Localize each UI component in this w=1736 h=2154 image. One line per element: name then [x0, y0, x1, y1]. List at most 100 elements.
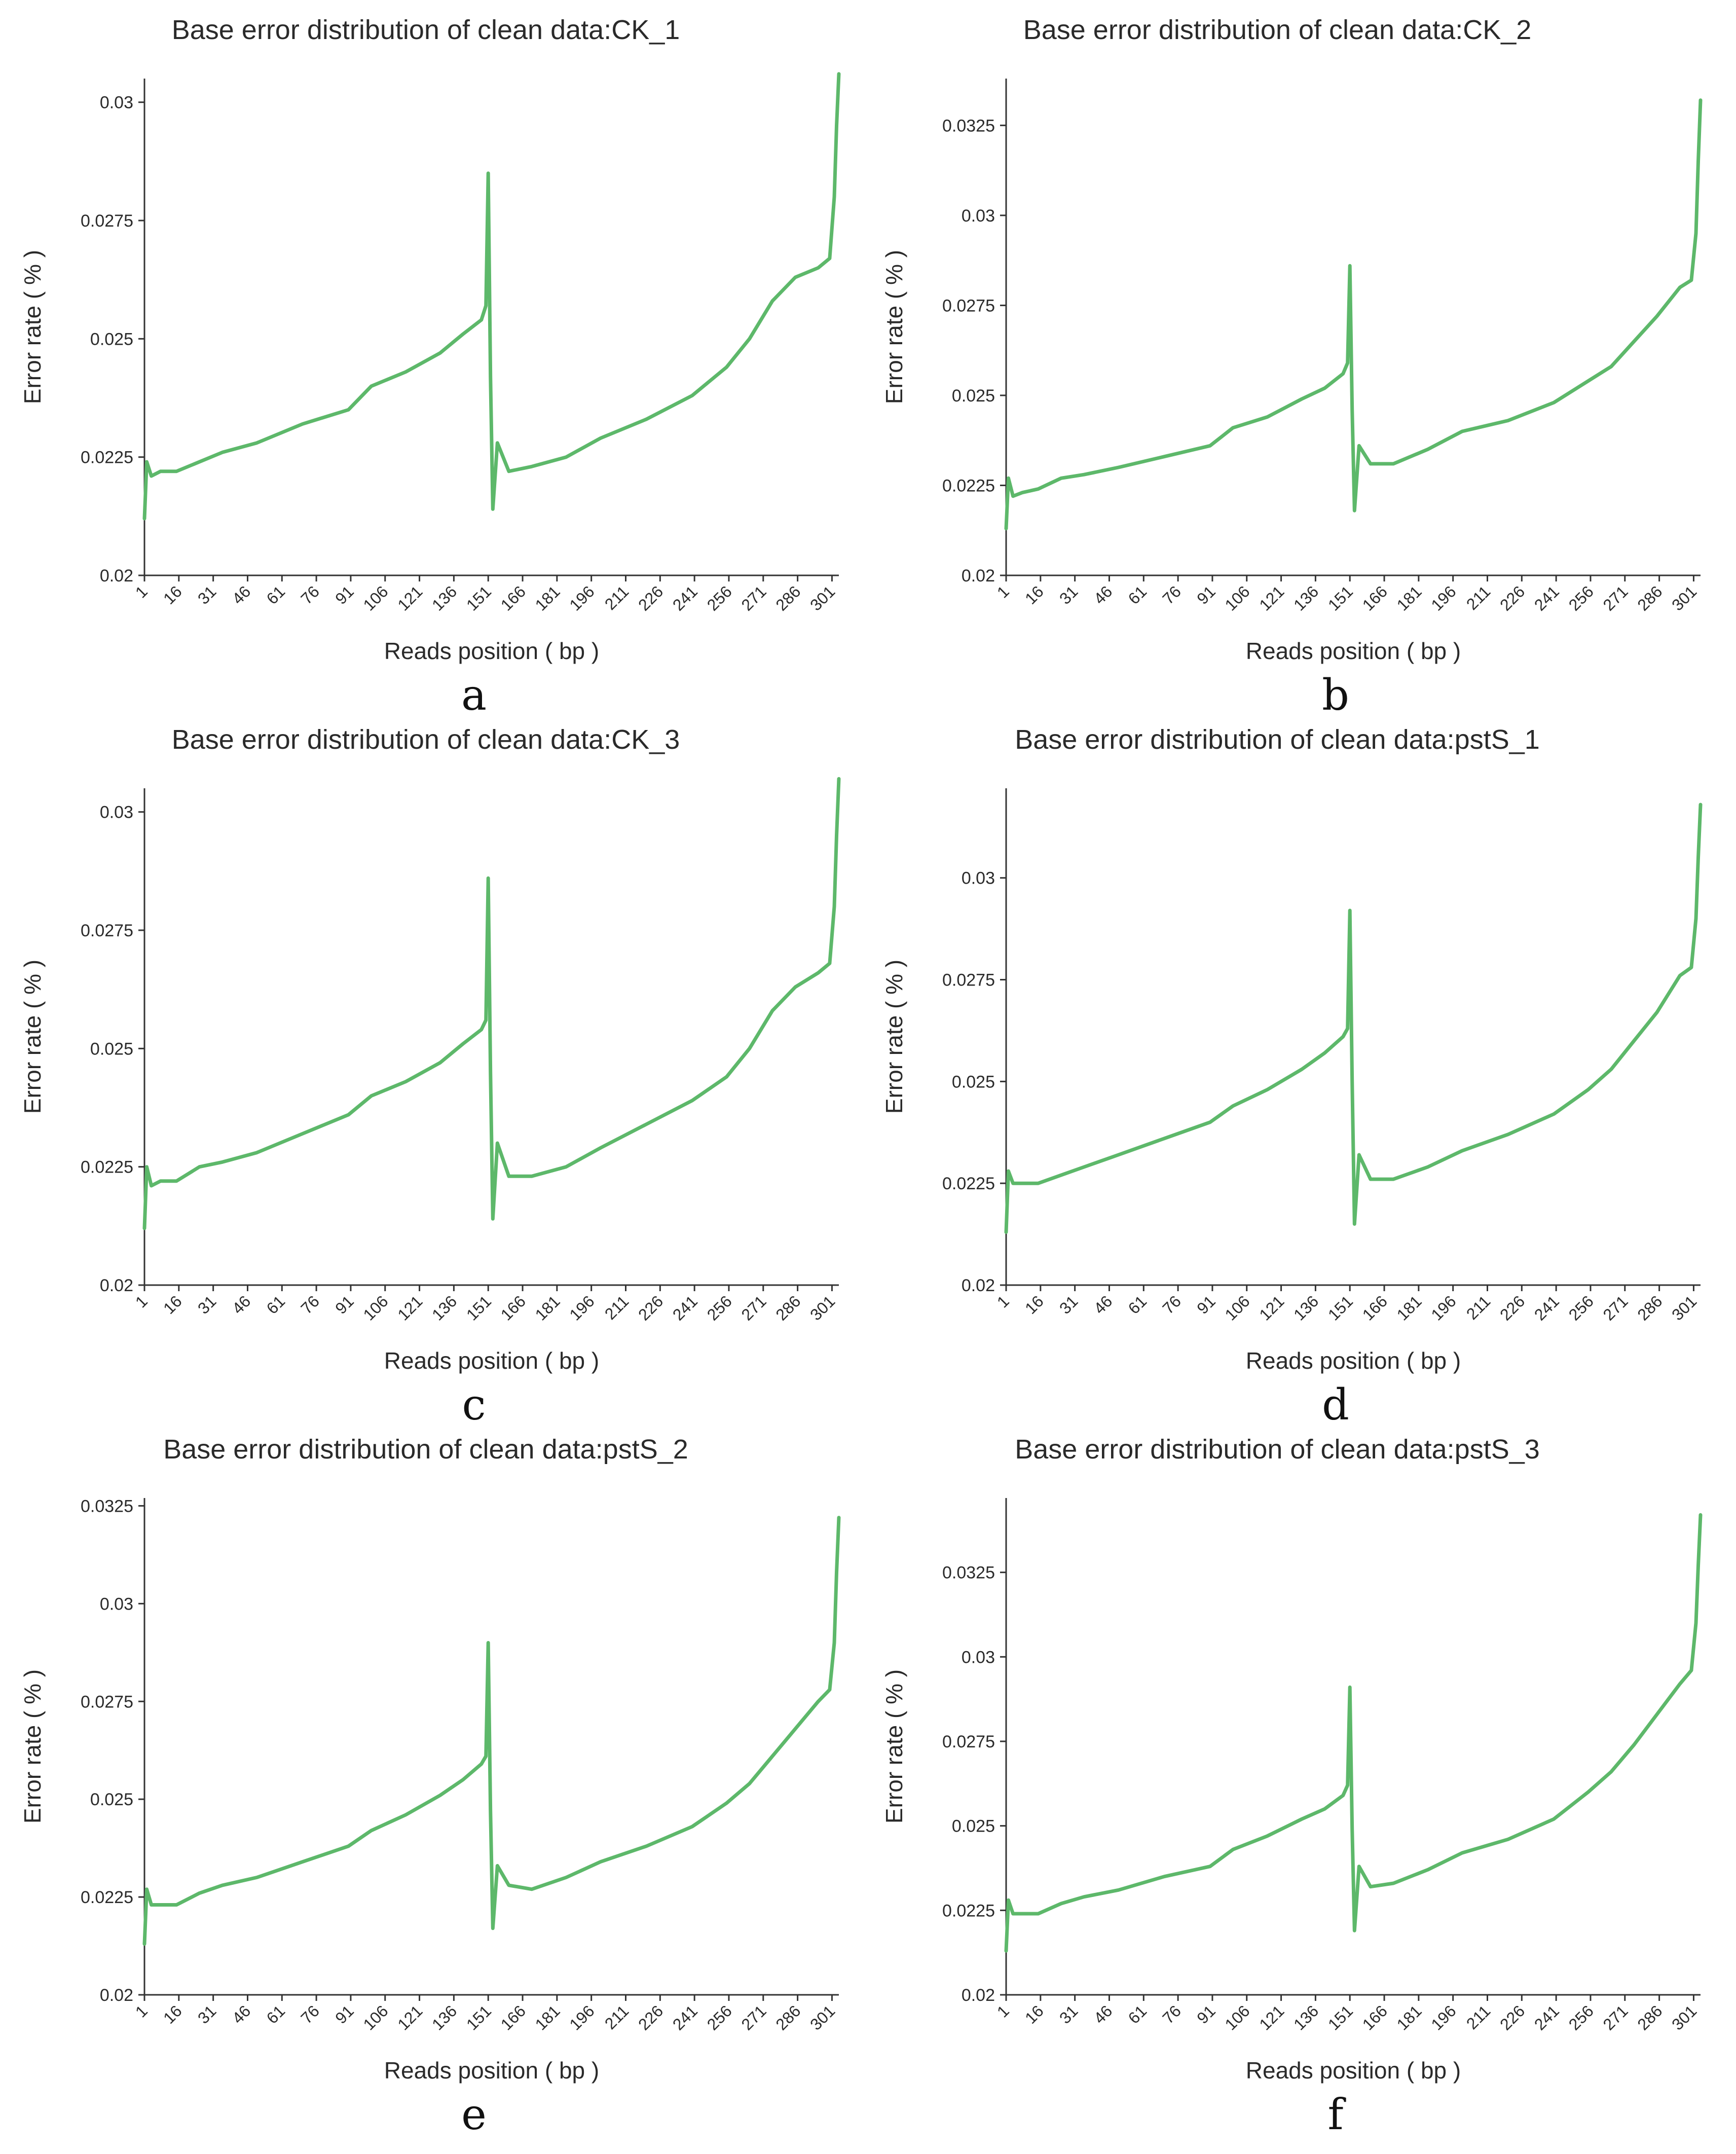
chart-c-xtick-label: 151 [463, 1292, 495, 1324]
chart-a-title: Base error distribution of clean data:CK… [172, 15, 680, 45]
chart-e-xtick-label: 226 [635, 2001, 667, 2033]
chart-e-xtick-label: 151 [463, 2001, 495, 2033]
chart-a-xtick-label: 136 [428, 582, 460, 614]
chart-c: Base error distribution of clean data:CK… [19, 724, 841, 1430]
chart-a-xtick-label: 151 [463, 582, 495, 614]
chart-b-ytick-label: 0.02 [962, 566, 995, 586]
chart-a-xtick-label: 91 [331, 582, 357, 608]
chart-e-xtick-label: 16 [160, 2001, 186, 2027]
chart-e-ytick-label: 0.03 [100, 1594, 133, 1614]
chart-b-xtick-label: 211 [1463, 582, 1494, 613]
chart-c-xtick-label: 106 [359, 1292, 391, 1324]
chart-a-xtick-label: 46 [229, 582, 254, 608]
chart-d-xtick-label: 211 [1463, 1292, 1494, 1323]
chart-b-xtick-label: 16 [1021, 582, 1047, 608]
chart-c-xtick-label: 31 [194, 1292, 220, 1318]
chart-d-xtick-label: 181 [1393, 1292, 1425, 1324]
chart-b-xtick-label: 166 [1359, 582, 1391, 614]
chart-b-ytick-label: 0.0325 [942, 116, 995, 135]
chart-b-xtick-label: 31 [1056, 582, 1082, 608]
chart-c-xtick-label: 196 [566, 1292, 598, 1324]
chart-b-xtick-label: 121 [1255, 582, 1287, 614]
chart-e-ytick-label: 0.02 [100, 1986, 133, 2005]
chart-c-xtick-label: 16 [160, 1292, 186, 1318]
chart-e-xtick-label: 1 [132, 2001, 151, 2021]
chart-b-xtick-label: 46 [1090, 582, 1116, 608]
chart-f-xtick-label: 241 [1531, 2001, 1563, 2033]
chart-d-xtick-label: 76 [1159, 1292, 1185, 1318]
chart-e-xtick-label: 136 [428, 2001, 460, 2033]
chart-d-xtick-label: 121 [1255, 1292, 1287, 1324]
chart-c-xtick-label: 211 [601, 1292, 633, 1323]
chart-b-x-axis-label: Reads position ( bp ) [1246, 638, 1461, 664]
chart-d-xtick-label: 106 [1221, 1292, 1253, 1324]
chart-e-xtick-label: 166 [497, 2001, 529, 2033]
chart-a-xtick-label: 166 [497, 582, 529, 614]
chart-d-ytick-label: 0.0275 [942, 971, 995, 990]
chart-a-xtick-label: 286 [772, 582, 804, 614]
chart-e-xtick-label: 31 [194, 2001, 220, 2027]
chart-f-ytick-label: 0.0325 [942, 1563, 995, 1583]
chart-c-ytick-label: 0.0225 [81, 1158, 133, 1177]
chart-d-xtick-label: 226 [1496, 1292, 1528, 1324]
chart-e-xtick-label: 181 [532, 2001, 564, 2033]
chart-a-xtick-label: 271 [738, 582, 770, 614]
chart-b-xtick-label: 61 [1125, 582, 1151, 608]
chart-d-xtick-label: 256 [1565, 1292, 1597, 1324]
chart-c-xtick-label: 1 [132, 1292, 151, 1311]
chart-d-ytick-label: 0.025 [952, 1072, 995, 1091]
chart-f-xtick-label: 16 [1021, 2001, 1047, 2027]
chart-f-xtick-label: 301 [1668, 2001, 1700, 2033]
chart-d-xtick-label: 91 [1193, 1292, 1219, 1318]
chart-c-panel-letter: c [462, 1380, 486, 1430]
chart-b-xtick-label: 301 [1668, 582, 1700, 614]
chart-f-xtick-label: 256 [1565, 2001, 1597, 2033]
chart-d-xtick-label: 16 [1021, 1292, 1047, 1318]
chart-a-xtick-label: 196 [566, 582, 598, 614]
chart-f-xtick-label: 226 [1496, 2001, 1528, 2033]
chart-d-xtick-label: 166 [1359, 1292, 1391, 1324]
chart-c-xtick-label: 166 [497, 1292, 529, 1324]
chart-a-y-axis-label: Error rate ( % ) [19, 250, 46, 404]
chart-f-xtick-label: 136 [1290, 2001, 1322, 2033]
chart-d-xtick-label: 241 [1531, 1292, 1563, 1324]
chart-d-xtick-label: 301 [1668, 1292, 1700, 1324]
chart-c-x-axis-label: Reads position ( bp ) [384, 1347, 599, 1374]
chart-a-ytick-label: 0.0225 [81, 448, 133, 467]
chart-e-ytick-label: 0.0275 [81, 1692, 133, 1711]
chart-b-series-line [1004, 98, 1703, 531]
chart-f-ytick-label: 0.03 [962, 1648, 995, 1667]
chart-d-xtick-label: 286 [1634, 1292, 1666, 1324]
chart-d-ytick-label: 0.0225 [942, 1174, 995, 1193]
chart-e-xtick-label: 46 [229, 2001, 254, 2027]
chart-f-xtick-label: 106 [1221, 2001, 1253, 2033]
chart-a-xtick-label: 211 [601, 582, 633, 613]
chart-d-x-axis-label: Reads position ( bp ) [1246, 1347, 1461, 1374]
chart-d-xtick-label: 196 [1427, 1292, 1459, 1324]
chart-a-xtick-label: 121 [394, 582, 426, 614]
chart-e-title: Base error distribution of clean data:ps… [163, 1434, 688, 1465]
chart-c-xtick-label: 226 [635, 1292, 667, 1324]
chart-a-ytick-label: 0.02 [100, 566, 133, 586]
chart-c-xtick-label: 91 [331, 1292, 357, 1318]
chart-a-xtick-label: 241 [669, 582, 701, 614]
chart-b-panel-letter: b [1322, 670, 1349, 720]
chart-d-xtick-label: 271 [1600, 1292, 1632, 1324]
chart-c-xtick-label: 286 [772, 1292, 804, 1324]
chart-a-xtick-label: 16 [160, 582, 186, 608]
chart-b-xtick-label: 181 [1393, 582, 1425, 614]
chart-c-xtick-label: 61 [263, 1292, 289, 1318]
chart-a-ytick-label: 0.025 [90, 330, 133, 349]
chart-a-xtick-label: 61 [263, 582, 289, 608]
chart-e-xtick-label: 211 [601, 2001, 633, 2033]
chart-d-ytick-label: 0.02 [962, 1276, 995, 1295]
chart-e-xtick-label: 241 [669, 2001, 701, 2033]
chart-d-xtick-label: 31 [1056, 1292, 1082, 1318]
chart-b-xtick-label: 136 [1290, 582, 1322, 614]
chart-f-xtick-label: 211 [1463, 2001, 1494, 2033]
chart-e-xtick-label: 121 [394, 2001, 426, 2033]
chart-d-xtick-label: 151 [1324, 1292, 1356, 1324]
chart-f-series-line [1004, 1513, 1703, 1953]
chart-a-xtick-label: 76 [297, 582, 323, 608]
